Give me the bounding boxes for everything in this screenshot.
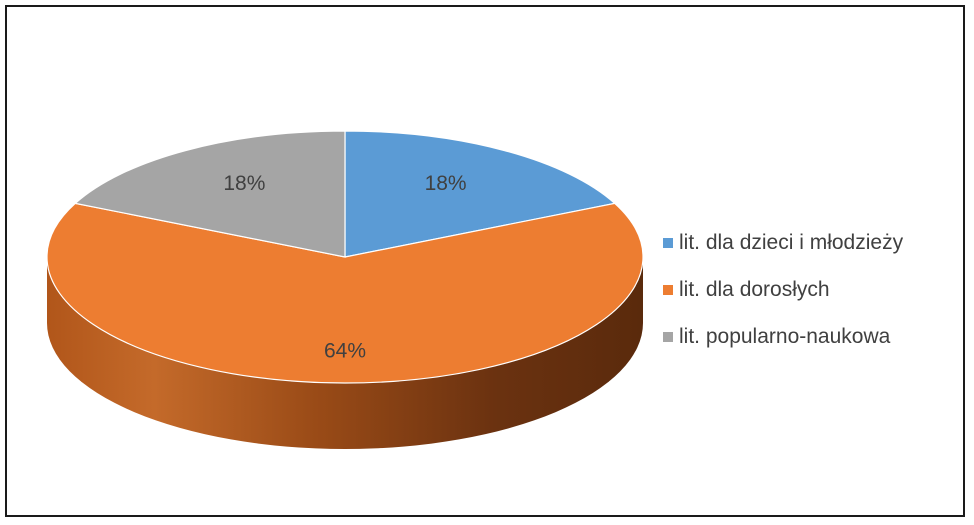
pie-data-labels: 18% 64% 18% <box>223 172 466 363</box>
legend-swatch <box>663 284 673 295</box>
legend-item-adults: lit. dla dorosłych <box>663 266 903 313</box>
pie-slice-2 <box>74 130 346 258</box>
pie-data-label-1: 64% <box>324 340 366 363</box>
legend: lit. dla dzieci i młodzieży lit. dla dor… <box>663 219 903 360</box>
legend-label: lit. dla dorosłych <box>679 277 830 301</box>
legend-label: lit. popularno-naukowa <box>679 324 891 348</box>
chart-frame: 18% 64% 18% lit. dla dzieci i młodzieży li… <box>5 5 965 517</box>
legend-item-popular-science: lit. popularno-naukowa <box>663 313 903 360</box>
pie-slices <box>46 130 644 384</box>
pie-side-1 <box>47 257 643 449</box>
legend-label: lit. dla dzieci i młodzieży <box>679 230 904 254</box>
pie-side-wall <box>47 257 643 449</box>
pie-slice-0 <box>344 130 616 258</box>
pie-slice-1 <box>46 202 644 384</box>
pie-chart: 18% 64% 18% <box>46 130 644 449</box>
pie-data-label-2: 18% <box>223 172 265 195</box>
pie-data-label-0: 18% <box>425 172 467 195</box>
legend-swatch <box>663 237 673 248</box>
legend-item-children: lit. dla dzieci i młodzieży <box>663 219 903 266</box>
legend-swatch <box>663 331 673 342</box>
